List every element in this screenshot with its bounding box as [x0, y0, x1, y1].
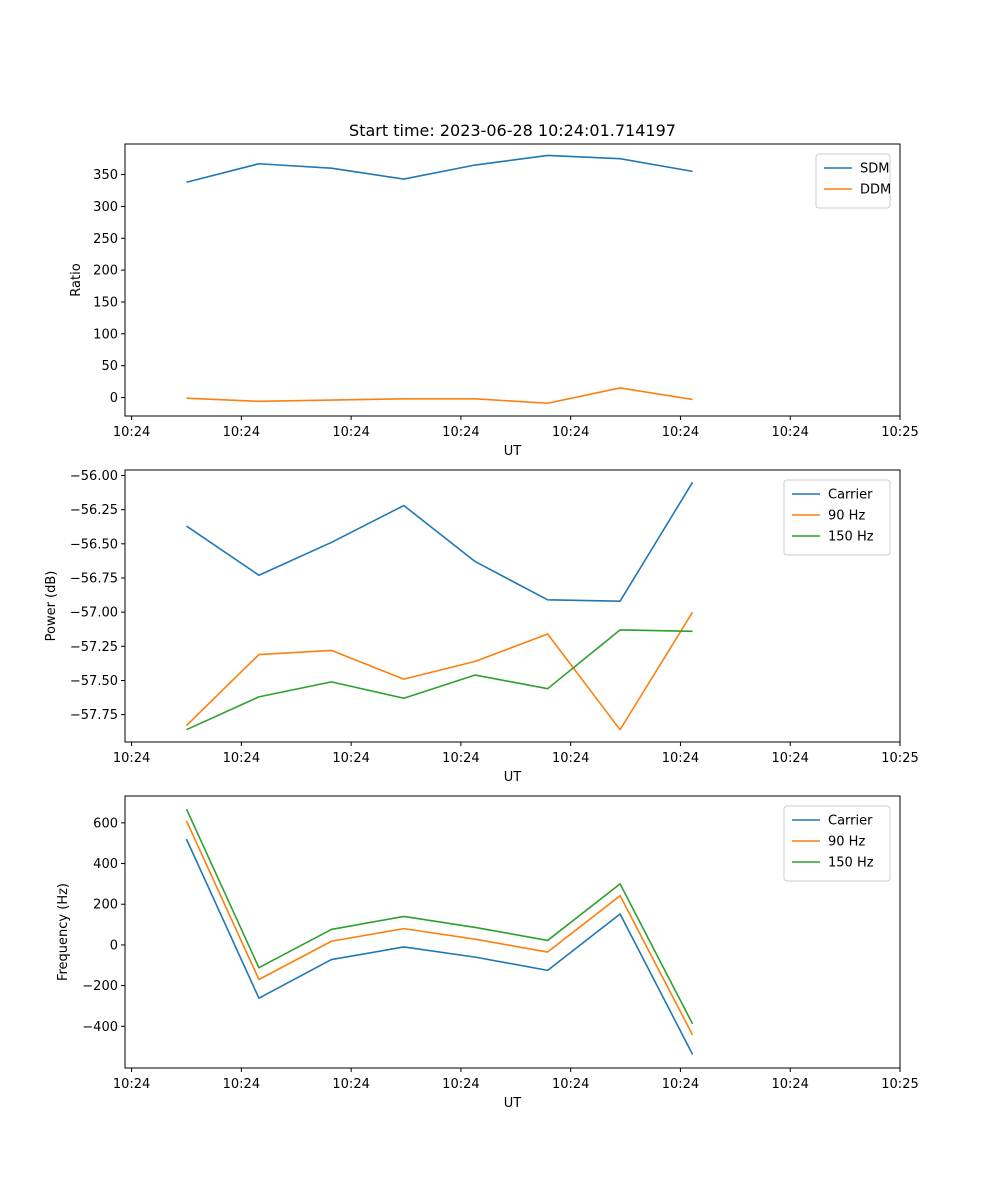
power-x-tick-label: 10:25: [881, 751, 918, 766]
frequency-x-tick-label: 10:24: [223, 1077, 260, 1092]
frequency-series-carrier-line: [185, 838, 694, 1055]
power-y-tick-label: −56.75: [70, 571, 118, 586]
power-y-tick-label: −56.00: [70, 469, 118, 484]
ratio-legend-label-ddm: DDM: [860, 183, 891, 198]
frequency-series-150-hz-line: [185, 808, 694, 1025]
frequency-legend-label-carrier: Carrier: [828, 814, 873, 829]
power-y-tick-label: −57.00: [70, 606, 118, 621]
frequency-x-tick-label: 10:24: [442, 1077, 479, 1092]
ratio-x-axis-label: UT: [504, 444, 522, 459]
frequency-axes-frame: [124, 795, 901, 1069]
power-y-axis-label: Power (dB): [44, 571, 59, 642]
chart-title: Start time: 2023-06-28 10:24:01.714197: [349, 121, 676, 140]
power-legend-label-150-hz: 150 Hz: [828, 530, 874, 545]
power-panel: 10:24 10:24 10:24 10:24 10:24 10:24 10:24 10:25…: [44, 469, 919, 785]
ratio-x-tick-label: 10:24: [223, 425, 260, 440]
power-x-axis-label: UT: [504, 770, 522, 785]
frequency-y-axis-label: Frequency (Hz): [56, 883, 71, 981]
ratio-x-tick-label: 10:24: [771, 425, 808, 440]
power-y-tick-label: −57.50: [70, 674, 118, 689]
ratio-x-tick-label: 10:24: [332, 425, 369, 440]
frequency-legend: Carrier 90 Hz 150 Hz: [783, 805, 891, 882]
ratio-y-tick-label: 250: [93, 232, 118, 247]
frequency-x-tick-label: 10:24: [332, 1077, 369, 1092]
frequency-y-tick-label: −200: [82, 979, 118, 994]
ratio-x-tick-label: 10:24: [552, 425, 589, 440]
ratio-x-tick-label: 10:24: [113, 425, 150, 440]
ratio-series-ddm-line: [186, 387, 693, 405]
power-x-tick-label: 10:24: [223, 751, 260, 766]
ratio-y-tick-label: 200: [93, 264, 118, 279]
frequency-legend-label-150-hz: 150 Hz: [828, 856, 874, 871]
power-x-tick-label: 10:24: [442, 751, 479, 766]
ratio-y-tick-label: 50: [101, 359, 118, 374]
frequency-panel: 10:24 10:24 10:24 10:24 10:24 10:24 10:24 10:25…: [56, 795, 919, 1111]
power-legend-label-90-hz: 90 Hz: [828, 509, 865, 524]
power-x-tick-label: 10:24: [662, 751, 699, 766]
power-x-tick-label: 10:24: [552, 751, 589, 766]
power-x-tick-label: 10:24: [113, 751, 150, 766]
ratio-panel: 10:24 10:24 10:24 10:24 10:24 10:24 10:24 10:25…: [69, 143, 919, 459]
frequency-x-tick-label: 10:24: [771, 1077, 808, 1092]
frequency-y-tick-label: −400: [82, 1020, 118, 1035]
ratio-y-tick-label: 350: [93, 168, 118, 183]
power-y-tick-label: −56.50: [70, 537, 118, 552]
frequency-x-tick-label: 10:24: [552, 1077, 589, 1092]
power-series-150-hz-line: [186, 629, 693, 731]
power-y-tick-label: −57.75: [70, 708, 118, 723]
power-y-tick-label: −56.25: [70, 503, 118, 518]
frequency-x-tick-label: 10:24: [662, 1077, 699, 1092]
power-legend-label-carrier: Carrier: [828, 488, 873, 503]
frequency-x-axis-label: UT: [504, 1096, 522, 1111]
ratio-y-tick-label: 100: [93, 327, 118, 342]
frequency-series-90-hz-line: [185, 820, 694, 1036]
ratio-y-tick-label: 150: [93, 295, 118, 310]
ratio-y-tick-label: 0: [110, 391, 118, 406]
frequency-legend-label-90-hz: 90 Hz: [828, 835, 865, 850]
power-x-tick-label: 10:24: [771, 751, 808, 766]
ratio-y-tick-label: 300: [93, 200, 118, 215]
power-series-carrier-line: [186, 481, 694, 603]
power-y-tick-label: −57.25: [70, 640, 118, 655]
frequency-y-tick-label: 600: [93, 816, 118, 831]
power-x-tick-label: 10:24: [332, 751, 369, 766]
ratio-y-axis-label: Ratio: [69, 263, 84, 296]
frequency-y-tick-label: 200: [93, 898, 118, 913]
ratio-axes-frame: [124, 143, 901, 417]
ratio-x-tick-label: 10:24: [442, 425, 479, 440]
ratio-legend-label-sdm: SDM: [860, 162, 889, 177]
power-legend: Carrier 90 Hz 150 Hz: [783, 479, 891, 556]
frequency-x-tick-label: 10:24: [113, 1077, 150, 1092]
ratio-x-tick-label: 10:25: [881, 425, 918, 440]
power-series-90-hz-line: [185, 611, 694, 731]
ratio-series-sdm-line: [186, 154, 693, 183]
frequency-x-tick-label: 10:25: [881, 1077, 918, 1092]
frequency-y-tick-label: 0: [110, 938, 118, 953]
ratio-legend: SDM DDM: [815, 153, 891, 209]
frequency-y-tick-label: 400: [93, 857, 118, 872]
power-axes-frame: [124, 469, 901, 743]
ratio-x-tick-label: 10:24: [662, 425, 699, 440]
